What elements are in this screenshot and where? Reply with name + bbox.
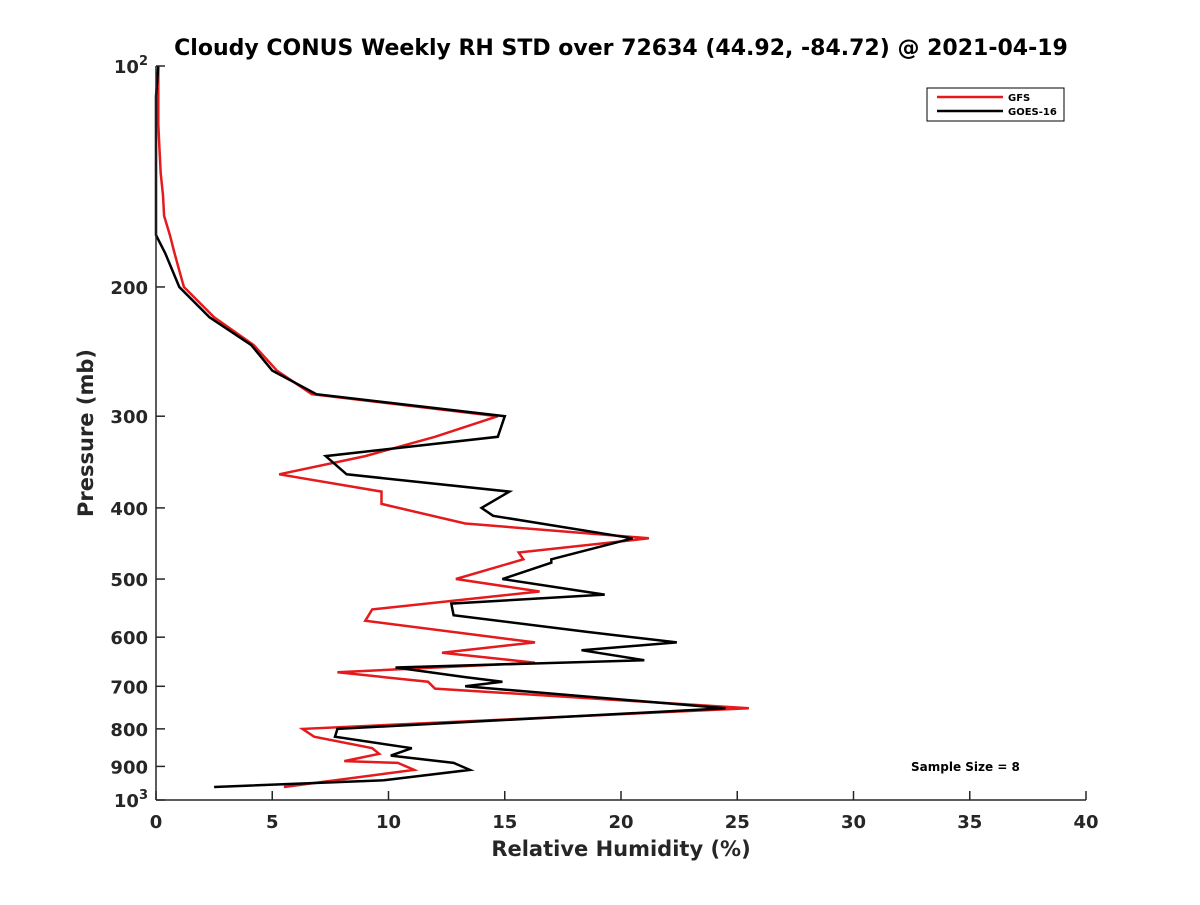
series-line-gfs [157,66,749,789]
x-axis-title: Relative Humidity (%) [491,837,750,861]
x-tick-label: 10 [376,812,401,833]
legend-label-gfs: GFS [1008,93,1030,104]
sample-size-annotation: Sample Size = 8 [911,760,1020,774]
x-tick-label: 25 [725,812,750,833]
x-tick-label: 20 [608,812,633,833]
y-tick-label: 600 [110,628,148,649]
y-tick-label: 200 [110,278,148,299]
x-tick-label: 30 [841,812,866,833]
y-tick-label: 400 [110,499,148,520]
y-tick-label: 103 [114,788,148,812]
y-axis-title: Pressure (mb) [74,349,98,517]
y-tick-label: 900 [110,757,148,778]
x-tick-label: 15 [492,812,517,833]
y-tick-label: 700 [110,677,148,698]
legend-label-goes16: GOES-16 [1008,107,1057,118]
y-tick-label: 800 [110,720,148,741]
x-tick-label: 0 [150,812,163,833]
legend-box [926,87,1065,122]
y-tick-label: 102 [114,54,148,78]
series-line-goes-16 [154,65,726,789]
plot-background [156,66,1086,800]
x-tick-label: 40 [1073,812,1098,833]
x-tick-label: 5 [266,812,279,833]
ticks-layer: 0 5 10 15 20 25 30 35 40 102 200 300 400 500 600 700 800… [110,54,1098,833]
chart-title: Cloudy CONUS Weekly RH STD over 72634 (4… [174,36,1068,61]
x-tick-label: 35 [957,812,982,833]
y-tick-label: 300 [110,407,148,428]
legend: GFS GOES-16 [926,87,1065,122]
series-layer [154,65,749,789]
y-tick-label: 500 [110,570,148,591]
